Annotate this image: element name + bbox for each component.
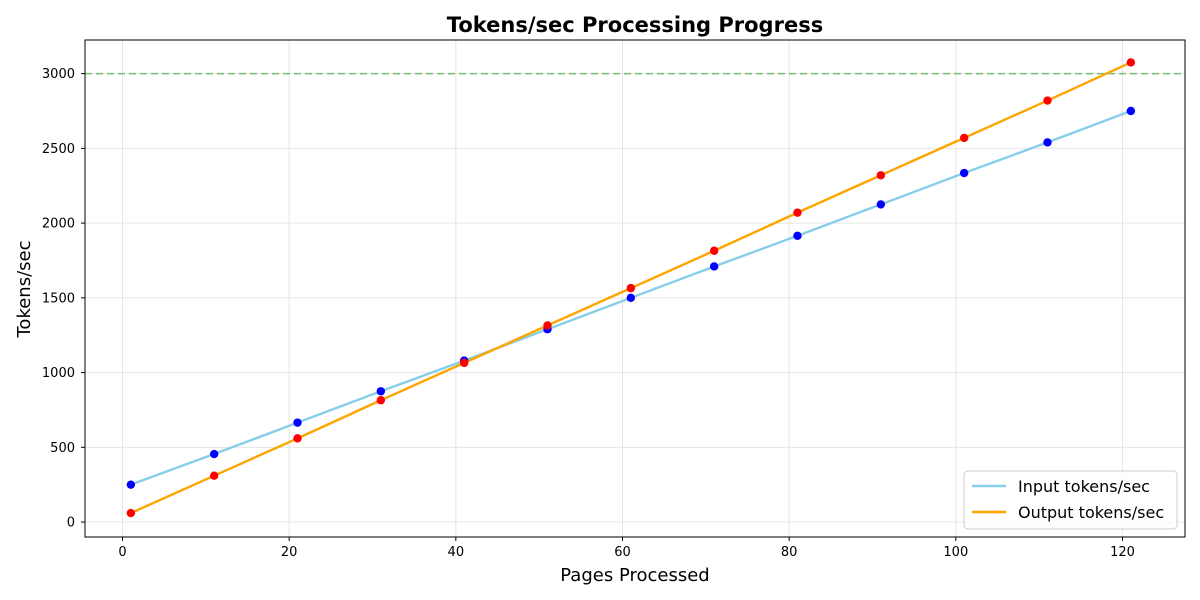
x-tick-label: 60 (614, 545, 631, 560)
chart-title: Tokens/sec Processing Progress (447, 13, 823, 37)
series-0-point (1043, 138, 1052, 147)
series-1-point (209, 471, 219, 480)
series-1-point (709, 246, 719, 255)
y-tick-label: 0 (67, 516, 75, 531)
legend-box (963, 470, 1178, 530)
x-axis-ticks: 0 20 40 60 80 100 120 (118, 537, 1135, 560)
series-0-point (876, 200, 886, 209)
series-0-point (126, 480, 136, 489)
x-tick-label: 40 (448, 545, 465, 560)
series-0-point (709, 262, 719, 271)
series-group (126, 58, 1136, 518)
series-1-point (459, 358, 469, 368)
series-0-point (376, 387, 386, 396)
legend-label-output: Output tokens/sec (1018, 503, 1164, 522)
series-1-point (959, 133, 969, 143)
x-tick-label: 80 (781, 545, 798, 560)
y-tick-label: 2500 (42, 142, 75, 157)
series-1-point (376, 396, 386, 405)
series-1-point (293, 434, 302, 443)
series-0-point (626, 293, 636, 303)
x-tick-label: 100 (943, 545, 968, 560)
x-tick-label: 0 (118, 545, 126, 560)
series-1-point (793, 208, 802, 217)
series-1-point (1126, 58, 1136, 67)
plot-frame (84, 39, 1186, 538)
series-0-point (293, 418, 302, 427)
y-tick-label: 3000 (42, 67, 75, 82)
y-tick-label: 1500 (42, 291, 75, 306)
series-0-point (1126, 106, 1136, 116)
y-tick-label: 2000 (42, 217, 75, 232)
series-1-point (876, 171, 886, 180)
x-axis-label: Pages Processed (560, 565, 709, 586)
series-0-point (209, 449, 219, 459)
x-tick-label: 20 (281, 545, 298, 560)
legend: Input tokens/sec Output tokens/sec (963, 470, 1178, 530)
y-tick-label: 500 (50, 441, 75, 456)
y-tick-label: 1000 (42, 366, 75, 381)
series-1-point (126, 508, 136, 518)
series-1-point (543, 321, 552, 330)
series-0-point (793, 231, 802, 241)
legend-label-input: Input tokens/sec (1018, 477, 1150, 496)
x-tick-label: 120 (1110, 545, 1135, 560)
y-axis-label: Tokens/sec (14, 240, 35, 338)
series-1-point (626, 283, 636, 293)
y-axis-ticks: 0 500 1000 1500 2000 2500 3000 (42, 67, 85, 531)
series-0-point (959, 168, 969, 178)
series-1-point (1043, 96, 1052, 105)
